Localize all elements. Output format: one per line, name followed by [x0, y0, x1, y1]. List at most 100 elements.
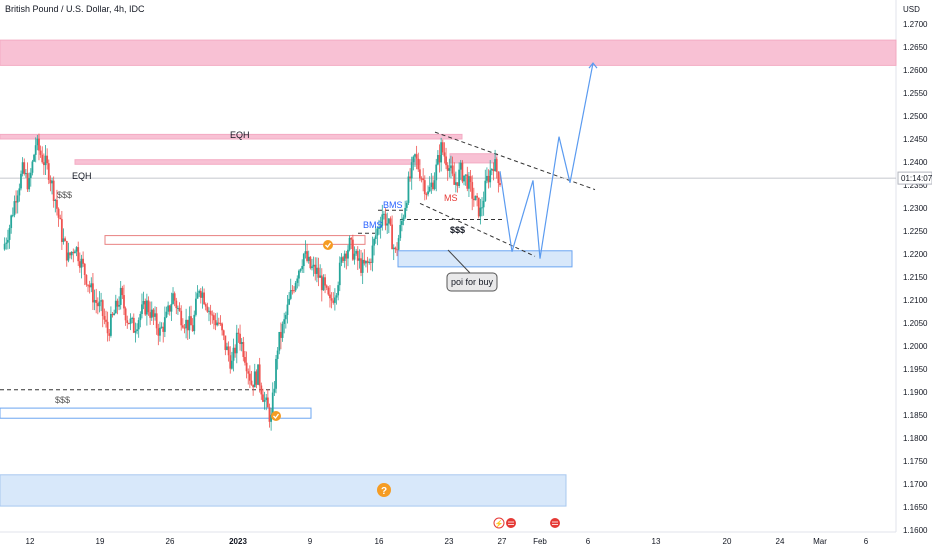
- candle-down: [476, 195, 479, 198]
- y-tick-label: 1.2150: [903, 273, 928, 282]
- candle-up: [253, 371, 256, 388]
- candle-up: [448, 168, 451, 171]
- candle-up: [118, 304, 120, 307]
- candle-up: [481, 207, 483, 209]
- candle-down: [268, 407, 271, 422]
- x-tick-label: 19: [96, 537, 105, 546]
- candle-down: [106, 321, 109, 334]
- candle-up: [263, 400, 266, 402]
- candle-up: [257, 364, 259, 385]
- candle-down: [41, 154, 44, 163]
- candle-down: [441, 142, 444, 153]
- candle-up: [304, 251, 307, 254]
- candle-down: [96, 303, 99, 307]
- candle-down: [417, 158, 420, 170]
- y-tick-label: 1.1750: [903, 457, 928, 466]
- candle-down: [111, 313, 114, 316]
- candle-up: [428, 186, 431, 192]
- candle-down: [59, 217, 62, 220]
- candle-up: [358, 258, 361, 261]
- candle-down: [456, 182, 459, 186]
- candle-up: [10, 215, 13, 229]
- candle-down: [309, 256, 312, 269]
- candle-down: [324, 277, 326, 286]
- candle-up: [265, 397, 268, 401]
- candle-up: [141, 304, 143, 314]
- candle-down: [152, 309, 155, 317]
- candle-down: [432, 182, 434, 190]
- candle-down: [250, 380, 253, 385]
- candle-down: [42, 162, 45, 166]
- candle-up: [402, 217, 405, 221]
- candle-down: [212, 315, 215, 321]
- candle-down: [203, 292, 205, 305]
- candle-down: [95, 300, 98, 304]
- candle-down: [144, 300, 147, 315]
- candle-up: [230, 360, 233, 369]
- candle-down: [350, 237, 353, 240]
- candle-down: [108, 333, 111, 336]
- candle-up: [24, 173, 27, 175]
- candle-down: [422, 178, 425, 181]
- candle-down: [26, 173, 29, 190]
- candle-down: [258, 364, 261, 386]
- candle-down: [183, 327, 186, 329]
- candle-down: [105, 319, 107, 322]
- candle-up: [289, 290, 292, 299]
- candle-down: [492, 169, 495, 171]
- candle-down: [123, 295, 125, 309]
- candle-up: [160, 326, 163, 328]
- candle-up: [392, 247, 395, 250]
- candle-down: [262, 394, 264, 402]
- annotation-1: EQH: [72, 171, 92, 181]
- candle-up: [404, 207, 407, 218]
- candle-up: [278, 331, 281, 351]
- candle-down: [327, 287, 330, 295]
- y-tick-label: 1.1650: [903, 503, 928, 512]
- candle-down: [325, 285, 328, 288]
- question-mark: ?: [381, 486, 387, 497]
- candle-up: [494, 159, 496, 171]
- candle-up: [33, 154, 35, 162]
- candle-down: [438, 155, 441, 163]
- us-flag-event-icon: [550, 518, 560, 528]
- candle-down: [266, 397, 269, 408]
- candle-up: [427, 191, 429, 195]
- candle-up: [235, 332, 238, 354]
- candle-down: [155, 313, 158, 329]
- candle-up: [319, 275, 322, 278]
- callout-box: [446, 272, 498, 292]
- candle-down: [92, 283, 94, 303]
- candle-down: [351, 239, 354, 260]
- candle-up: [284, 314, 287, 320]
- candle-down: [260, 385, 263, 395]
- candle-up: [458, 169, 461, 186]
- candle-down: [252, 384, 255, 388]
- candle-down: [293, 290, 295, 292]
- candle-up: [74, 251, 76, 254]
- candle-up: [307, 256, 310, 261]
- candle-down: [147, 300, 150, 313]
- y-tick-label: 1.2650: [903, 43, 928, 52]
- candle-down: [124, 308, 127, 321]
- candle-up: [463, 175, 465, 182]
- candle-down: [178, 307, 181, 311]
- candle-up: [226, 346, 228, 350]
- candle-up: [20, 173, 22, 189]
- candle-down: [217, 322, 220, 324]
- y-tick-label: 1.2050: [903, 319, 928, 328]
- candle-up: [371, 245, 374, 263]
- candle-down: [248, 373, 251, 381]
- candle-down: [291, 290, 294, 292]
- candle-up: [490, 169, 493, 171]
- x-tick-label: 2023: [229, 537, 247, 546]
- y-tick-label: 1.2350: [903, 181, 928, 190]
- candle-up: [435, 164, 438, 181]
- candle-down: [64, 238, 67, 242]
- candle-up: [240, 342, 243, 345]
- candle-down: [394, 247, 397, 250]
- candle-up: [489, 170, 492, 183]
- candle-down: [224, 335, 227, 350]
